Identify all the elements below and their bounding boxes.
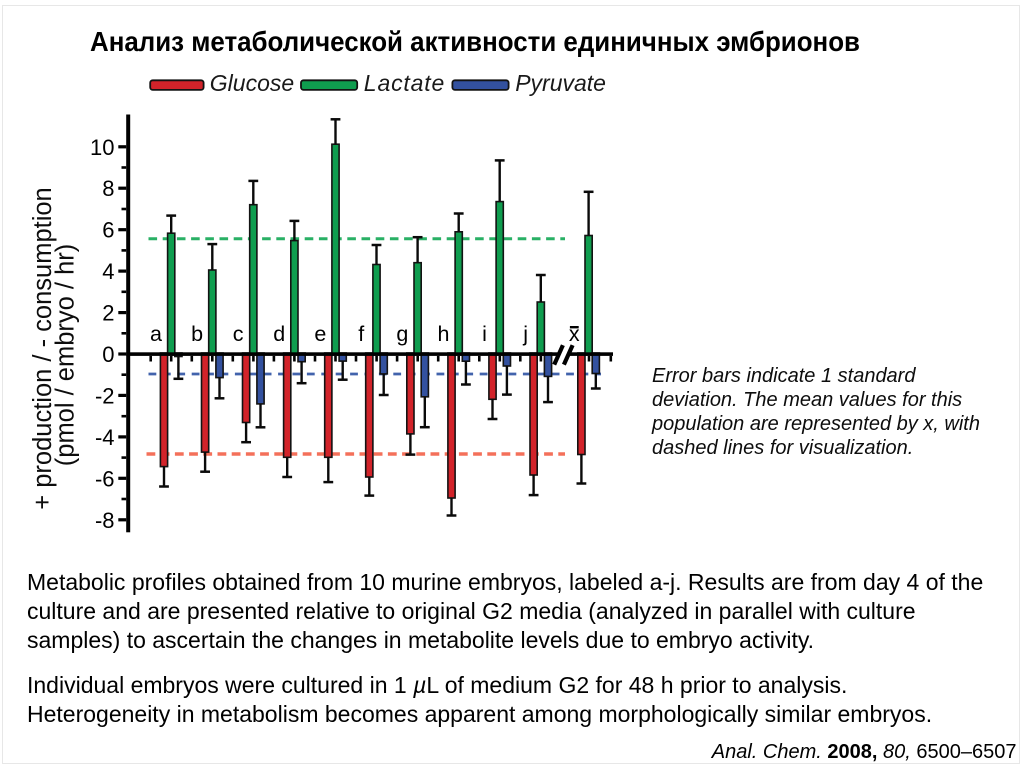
svg-text:2: 2 bbox=[102, 301, 114, 326]
svg-text:Lactate: Lactate bbox=[364, 70, 445, 96]
svg-text:10: 10 bbox=[90, 135, 114, 160]
svg-text:a: a bbox=[150, 322, 162, 346]
svg-text:j: j bbox=[522, 322, 528, 346]
svg-text:Pyruvate: Pyruvate bbox=[515, 70, 606, 96]
svg-text:-8: -8 bbox=[95, 508, 115, 533]
svg-text:6: 6 bbox=[102, 218, 114, 243]
svg-text:c: c bbox=[233, 322, 244, 346]
svg-text:x: x bbox=[569, 322, 580, 346]
svg-text:g: g bbox=[396, 322, 408, 346]
svg-text:-4: -4 bbox=[95, 425, 115, 450]
svg-text:f: f bbox=[358, 322, 364, 346]
svg-text:8: 8 bbox=[102, 176, 114, 201]
svg-text:d: d bbox=[273, 322, 285, 346]
svg-text:+ production / - consumption: + production / - consumption bbox=[29, 187, 57, 509]
svg-text:4: 4 bbox=[102, 259, 114, 284]
svg-text:e: e bbox=[314, 322, 326, 346]
svg-text:b: b bbox=[191, 322, 203, 346]
svg-text:-2: -2 bbox=[95, 383, 115, 408]
svg-text:0: 0 bbox=[102, 342, 114, 367]
svg-text:-6: -6 bbox=[95, 466, 115, 491]
svg-text:h: h bbox=[438, 322, 450, 346]
svg-text:i: i bbox=[482, 322, 487, 346]
svg-text:Glucose: Glucose bbox=[210, 70, 294, 96]
svg-text:(pmol / embryo / hr): (pmol / embryo / hr) bbox=[52, 244, 80, 466]
